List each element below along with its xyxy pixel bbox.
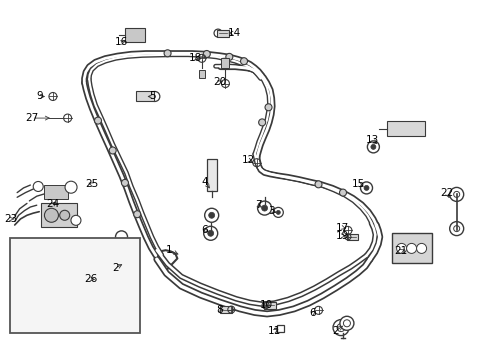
Text: 22: 22: [440, 188, 454, 198]
Circle shape: [333, 320, 349, 336]
Text: 20: 20: [213, 77, 226, 87]
Circle shape: [364, 185, 369, 190]
Circle shape: [203, 50, 210, 58]
Text: 26: 26: [84, 274, 98, 284]
Circle shape: [259, 119, 266, 126]
Circle shape: [109, 147, 116, 154]
Circle shape: [71, 215, 81, 225]
Bar: [41, 203, 77, 227]
Text: 12: 12: [242, 155, 256, 165]
Circle shape: [95, 117, 101, 124]
Text: 15: 15: [352, 179, 366, 189]
Text: 3: 3: [269, 206, 275, 216]
Circle shape: [164, 50, 171, 57]
Circle shape: [337, 324, 345, 332]
Text: 2: 2: [332, 326, 339, 336]
Text: 27: 27: [25, 113, 39, 123]
Circle shape: [214, 29, 222, 37]
Text: 7: 7: [255, 200, 262, 210]
Circle shape: [315, 181, 322, 188]
Text: 24: 24: [46, 199, 60, 210]
Circle shape: [33, 181, 43, 192]
Circle shape: [265, 104, 272, 111]
Bar: [347, 234, 358, 240]
Circle shape: [45, 208, 58, 222]
Circle shape: [343, 320, 350, 327]
Circle shape: [134, 211, 141, 218]
Circle shape: [340, 189, 346, 196]
Text: 25: 25: [85, 179, 99, 189]
Circle shape: [204, 226, 218, 240]
Bar: [45, 185, 68, 199]
Circle shape: [454, 226, 460, 231]
Bar: [10, 238, 140, 333]
Circle shape: [361, 182, 372, 194]
Bar: [277, 325, 284, 332]
Bar: [220, 306, 232, 313]
Text: 14: 14: [227, 28, 241, 38]
Text: 6: 6: [201, 225, 208, 235]
Text: 8: 8: [216, 305, 223, 315]
Text: 5: 5: [149, 91, 156, 102]
Bar: [392, 233, 432, 264]
Bar: [387, 121, 425, 136]
Bar: [199, 71, 205, 78]
Circle shape: [276, 210, 280, 215]
Text: 18: 18: [188, 53, 202, 63]
Circle shape: [407, 243, 416, 253]
Text: 6: 6: [309, 308, 316, 318]
Bar: [221, 58, 229, 68]
Text: 2: 2: [112, 263, 119, 273]
Text: 17: 17: [335, 222, 349, 233]
Text: 21: 21: [394, 246, 408, 256]
Circle shape: [60, 210, 70, 220]
Text: 13: 13: [366, 135, 379, 145]
Text: 10: 10: [260, 300, 272, 310]
Circle shape: [371, 144, 376, 149]
Circle shape: [416, 243, 427, 253]
Bar: [217, 30, 229, 37]
Circle shape: [205, 208, 219, 222]
Circle shape: [65, 181, 77, 193]
Circle shape: [122, 179, 128, 186]
Text: 4: 4: [201, 177, 208, 187]
Bar: [136, 91, 154, 102]
Circle shape: [116, 231, 127, 243]
Text: 23: 23: [4, 214, 18, 224]
Circle shape: [450, 222, 464, 235]
Circle shape: [368, 141, 379, 153]
Circle shape: [209, 212, 215, 218]
Text: 16: 16: [115, 37, 128, 48]
Circle shape: [241, 58, 247, 65]
Circle shape: [450, 188, 464, 201]
Circle shape: [340, 316, 354, 330]
Circle shape: [273, 207, 283, 217]
Bar: [125, 28, 145, 42]
Text: 1: 1: [166, 245, 172, 255]
Text: 19: 19: [335, 231, 349, 241]
Circle shape: [396, 243, 407, 253]
Circle shape: [208, 230, 214, 236]
Text: 11: 11: [268, 326, 281, 336]
Circle shape: [226, 53, 233, 60]
Bar: [265, 302, 276, 309]
Text: 9: 9: [36, 91, 43, 102]
Circle shape: [262, 205, 268, 211]
Circle shape: [150, 91, 160, 102]
Circle shape: [454, 192, 460, 197]
Bar: [207, 159, 217, 191]
Circle shape: [258, 201, 271, 215]
